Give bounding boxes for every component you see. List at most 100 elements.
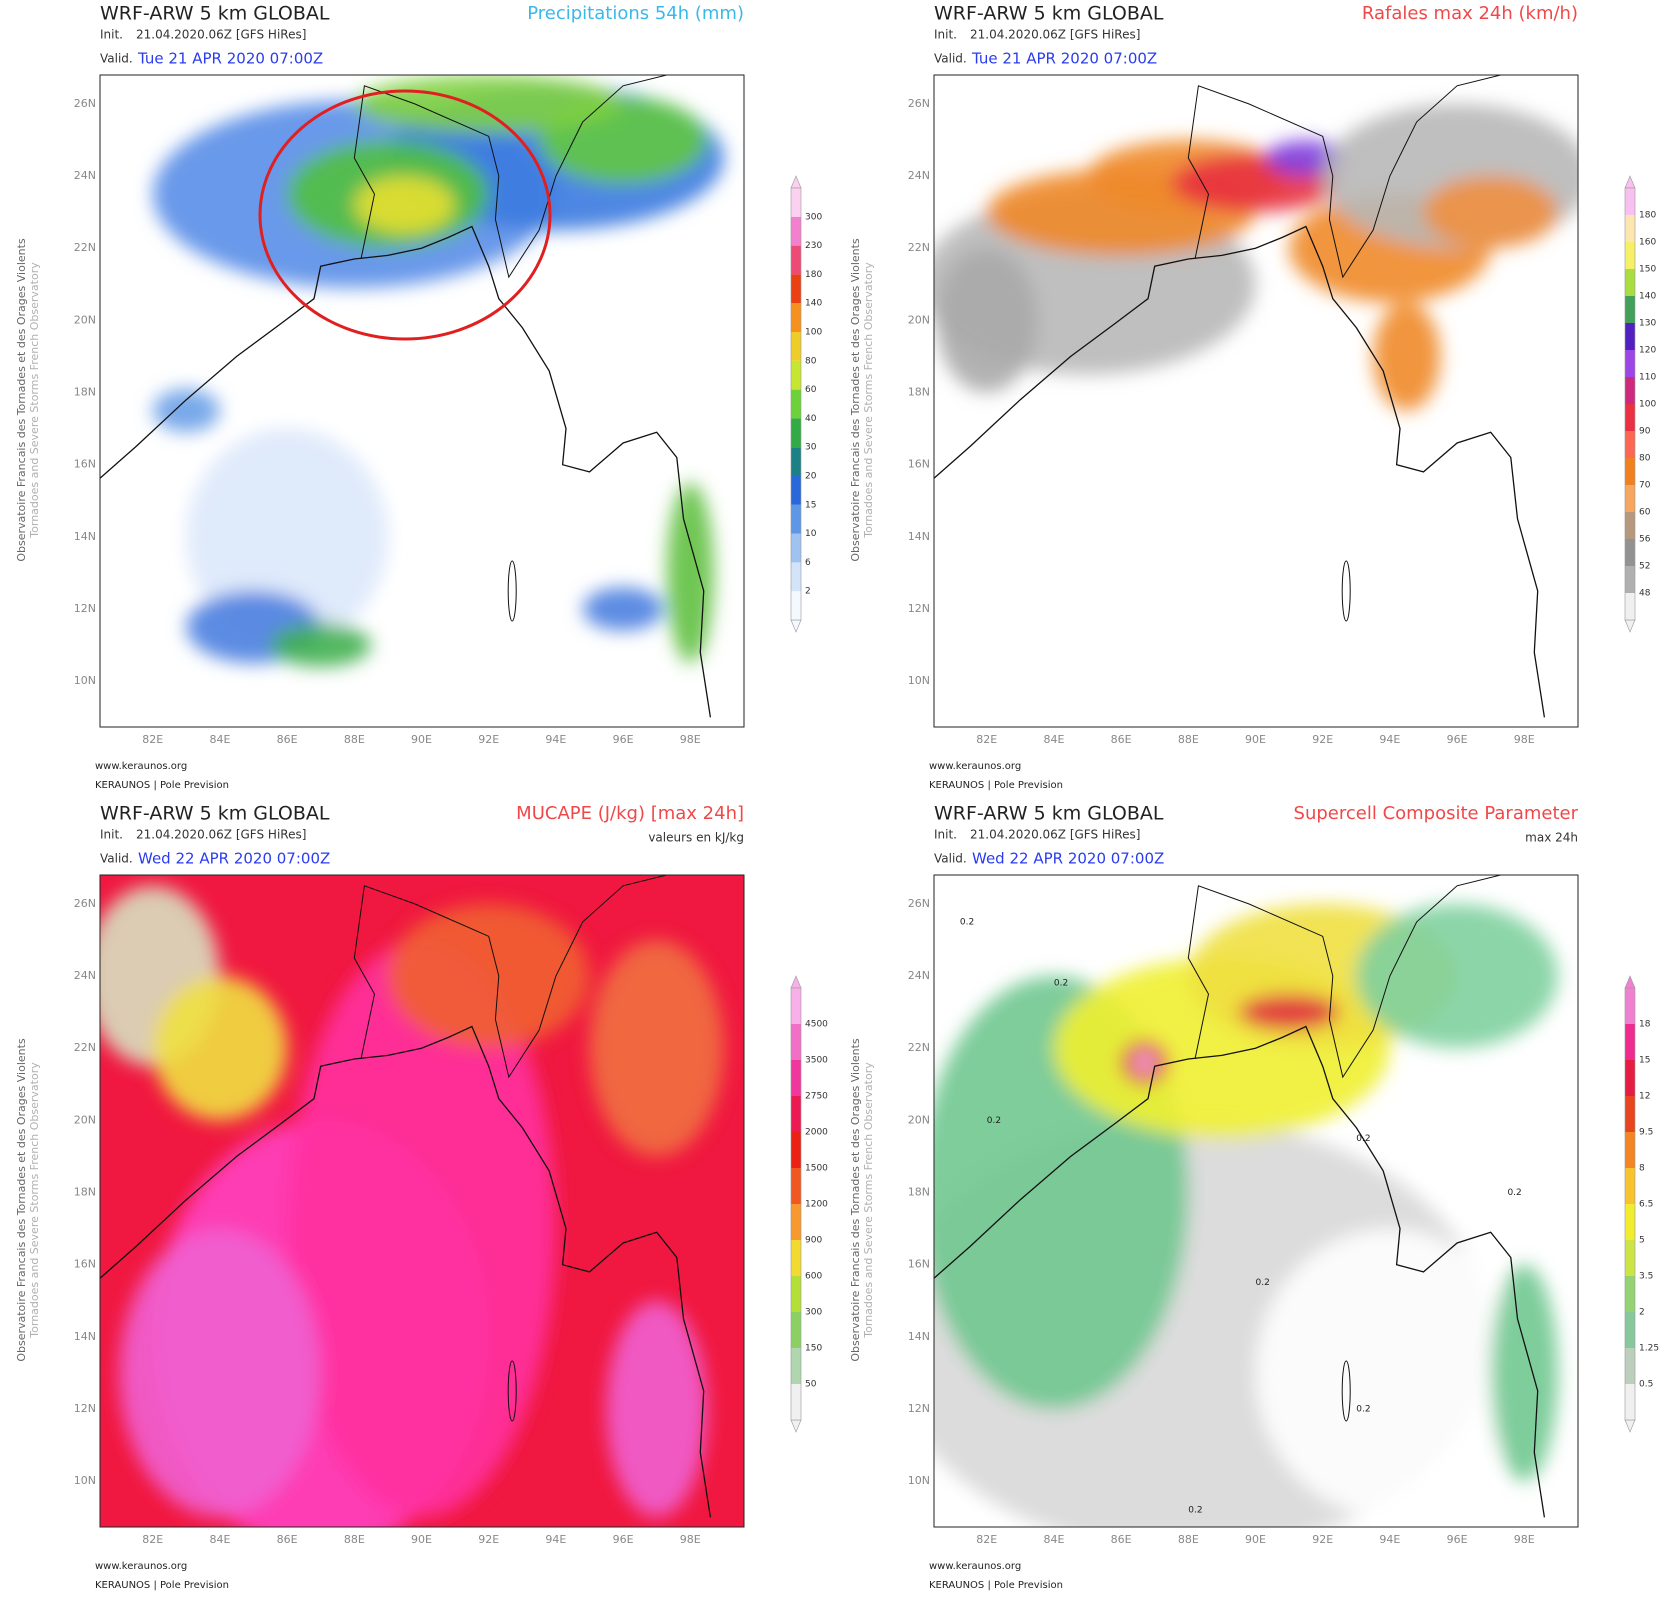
field-area [1255,1228,1525,1518]
lon-label: 88E [1178,1533,1199,1546]
lon-label: 96E [1447,733,1468,746]
colorbar-label: 130 [1639,319,1656,329]
colorbar-segment [1625,431,1635,458]
colorbar-segment [791,476,801,505]
colorbar-end [790,619,802,633]
lat-label: 14N [908,1330,930,1343]
field-area [1134,1051,1155,1074]
lon-label: 86E [1111,733,1132,746]
highlight-circle [258,89,552,341]
contour-label: 0.2 [1255,1278,1269,1288]
colorbar-label: 1200 [805,1200,828,1210]
colorbar-label: 18 [1639,1020,1651,1030]
island [1341,1360,1351,1422]
panel: WRF-ARW 5 km GLOBAL Init. 21.04.2020.06Z [… [15,803,828,1592]
colorbar-segment [1625,539,1635,566]
valid-date: Wed 22 APR 2020 07:00Z [138,850,330,868]
model-title: WRF-ARW 5 km GLOBAL [100,3,330,25]
colorbar-label: 2 [805,587,811,597]
lat-label: 22N [908,241,930,254]
lon-label: 98E [680,1533,701,1546]
lat-label: 26N [74,897,96,910]
footer-org: KERAUNOS | Pole Prevision [929,1580,1063,1591]
panel: WRF-ARW 5 km GLOBAL Init. 21.04.2020.06Z [… [15,3,822,792]
coastline [100,225,712,718]
init-label: Init. [100,28,123,42]
colorbar-segment [791,1348,801,1384]
field-area [1238,994,1340,1031]
lat-label: 14N [74,1330,96,1343]
colorbar-label: 3.5 [1639,1272,1653,1282]
coastline [934,1025,1546,1518]
lat-label: 24N [908,169,930,182]
colorbar-label: 3500 [805,1056,828,1066]
footer-url: www.keraunos.org [95,761,187,772]
valid-date: Tue 21 APR 2020 07:00Z [137,50,323,68]
colorbar-label: 6 [805,558,811,568]
colorbar-label: 80 [1639,454,1651,464]
field-area [1490,1264,1558,1482]
lat-label: 16N [74,458,96,471]
field-area [666,482,714,664]
field-area [582,587,664,631]
colorbar-label: 140 [805,299,822,309]
colorbar-label: 2000 [805,1128,828,1138]
colorbar-label: 56 [1639,535,1651,545]
product-note: max 24h [1525,831,1578,845]
lon-label: 92E [478,1533,499,1546]
colorbar-segment [791,418,801,448]
field-area [152,388,220,433]
lon-label: 88E [344,733,365,746]
map-frame [933,874,1579,1528]
lat-label: 16N [908,1258,930,1271]
colorbar-label: 15 [1639,1056,1650,1066]
contour-label: 0.2 [1054,979,1068,989]
product-title: MUCAPE (J/kg) [max 24h] [516,803,744,824]
colorbar-label: 52 [1639,562,1650,572]
island [1341,560,1351,622]
colorbar-segment [1625,1132,1635,1168]
colorbar-segment [791,274,801,304]
field [100,885,724,1527]
side-text: Tornadoes and Severe Storms French Obser… [28,1062,41,1339]
lat-label: 12N [908,602,930,615]
colorbar-segment [791,447,801,476]
colorbar-segment [1625,377,1635,404]
lat-label: 20N [74,313,96,326]
map [934,875,1578,1527]
colorbar-segment [1625,323,1635,350]
colorbar-segment [1625,242,1635,269]
colorbar-segment [791,216,801,246]
colorbar-segment [1625,988,1635,1024]
map [934,75,1578,727]
colorbar-segment [1625,350,1635,377]
field-area [152,976,288,1121]
product-note: valeurs en kJ/kg [648,831,744,845]
field-area [354,75,624,133]
colorbar-segment [791,1060,801,1096]
field-area [354,176,456,234]
lon-label: 84E [209,1533,230,1546]
colorbar-end [790,1419,802,1433]
lon-label: 84E [1043,733,1064,746]
model-title: WRF-ARW 5 km GLOBAL [934,3,1164,25]
lon-label: 88E [1178,733,1199,746]
colorbar-segment [1625,404,1635,431]
lon-label: 96E [1447,1533,1468,1546]
colorbar-segment [1625,1024,1635,1060]
valid-date: Tue 21 APR 2020 07:00Z [971,50,1157,68]
lat-label: 16N [74,1258,96,1271]
colorbar-label: 40 [805,414,817,424]
lat-label: 14N [74,530,96,543]
colorbar-segment [1625,1240,1635,1276]
colorbar-segment [1625,1384,1635,1420]
colorbar-label: 2750 [805,1092,828,1102]
colorbar-label: 5 [1639,1236,1645,1246]
footer-url: www.keraunos.org [95,1561,187,1572]
colorbar-segment [1625,566,1635,593]
colorbar-label: 48 [1639,589,1651,599]
lon-label: 98E [1514,733,1535,746]
colorbar-segment [791,389,801,419]
colorbar-label: 100 [1639,400,1656,410]
lon-label: 94E [1379,733,1400,746]
